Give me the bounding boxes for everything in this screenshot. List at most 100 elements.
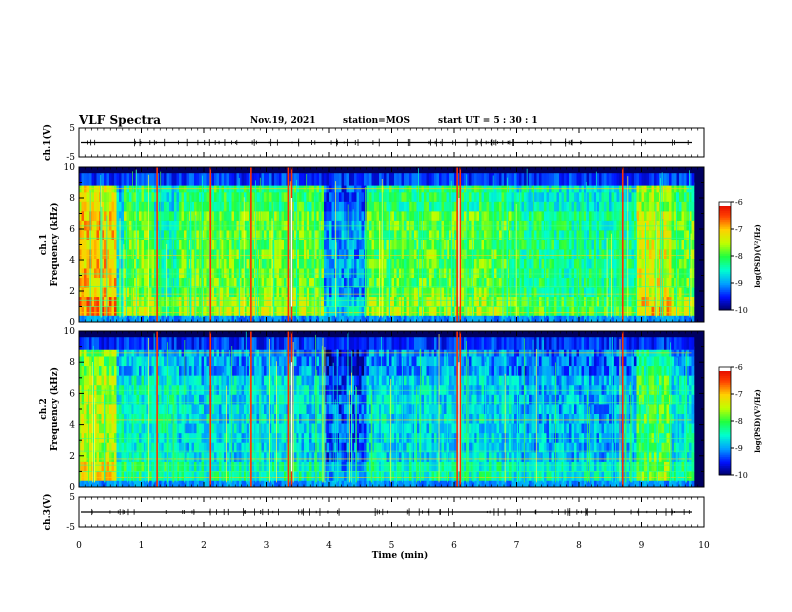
spectrogram-cell bbox=[104, 192, 107, 202]
spectrogram-cell bbox=[244, 258, 247, 269]
spectrogram-cell bbox=[334, 173, 337, 186]
spectrogram-cell bbox=[121, 182, 125, 193]
spectrogram-cell bbox=[91, 337, 95, 350]
spectrogram-cell bbox=[241, 258, 245, 269]
spectrogram-cell bbox=[234, 296, 237, 307]
spectrogram-cell bbox=[204, 173, 207, 186]
spectrogram-cell bbox=[616, 296, 620, 307]
spectrogram-cell bbox=[574, 306, 577, 317]
spectrogram-cell bbox=[366, 268, 370, 279]
spectrogram-cell bbox=[411, 249, 415, 259]
spectrogram-cell bbox=[266, 287, 270, 298]
spectrogram-cell bbox=[416, 211, 420, 221]
spectrogram-cell bbox=[461, 306, 465, 317]
spectrogram-cell bbox=[581, 220, 585, 231]
spectrogram-cell bbox=[146, 249, 150, 259]
spectrogram-cell bbox=[549, 277, 552, 288]
spectrogram-cell bbox=[601, 173, 605, 186]
spectrogram-cell bbox=[561, 306, 565, 317]
spectrogram-cell bbox=[391, 230, 395, 240]
spectrogram-cell bbox=[519, 239, 522, 250]
spectrogram-cell bbox=[424, 277, 427, 288]
spectrogram-cell bbox=[666, 192, 670, 202]
spectrogram-cell bbox=[684, 315, 687, 322]
spectrogram-cell bbox=[429, 306, 432, 317]
spectrogram-cell bbox=[204, 220, 207, 231]
y-axis-label: ch.1(V) bbox=[42, 124, 53, 161]
spectrogram-cell bbox=[449, 277, 452, 288]
spectrogram-cell bbox=[79, 471, 82, 482]
spectrogram-cell bbox=[326, 268, 330, 279]
spectrogram-cell bbox=[384, 296, 387, 307]
spectrogram-cell bbox=[521, 296, 525, 307]
spectrogram-cell bbox=[536, 201, 540, 212]
spectrogram-cell bbox=[396, 258, 400, 269]
spectrogram-cell bbox=[339, 192, 342, 202]
spectrogram-cell bbox=[276, 277, 280, 288]
spectrogram-cell bbox=[596, 268, 600, 279]
spectrogram-cell bbox=[381, 192, 385, 202]
spectrogram-cell bbox=[581, 306, 585, 317]
spectrogram-cell bbox=[351, 315, 355, 322]
spectrogram-cell bbox=[241, 268, 245, 279]
spectrogram-cell bbox=[514, 230, 517, 240]
spectrogram-cell bbox=[466, 220, 470, 231]
spectrogram-cell bbox=[479, 258, 482, 269]
spectrogram-cell bbox=[109, 394, 112, 405]
spectrogram-cell bbox=[651, 306, 655, 317]
spectrogram-cell bbox=[239, 258, 242, 269]
spectrogram-cell bbox=[329, 182, 332, 193]
spectrogram-cell bbox=[211, 258, 215, 269]
spectrogram-cell bbox=[409, 277, 412, 288]
spectrogram-cell bbox=[126, 173, 130, 186]
spectrogram-cell bbox=[366, 306, 370, 317]
spectrogram-cell bbox=[276, 306, 280, 317]
spectrogram-cell bbox=[244, 268, 247, 279]
spectrogram-cell bbox=[309, 249, 312, 259]
spectrogram-cell bbox=[124, 182, 127, 193]
spectrogram-cell bbox=[281, 239, 285, 250]
spectrogram-cell bbox=[276, 268, 280, 279]
spectrogram-cell bbox=[656, 268, 660, 279]
spectrogram-cell bbox=[496, 268, 500, 279]
spectrogram-cell bbox=[551, 211, 555, 221]
spectrogram-cell bbox=[81, 315, 85, 322]
spectrogram-cell bbox=[541, 268, 545, 279]
spectrogram-cell bbox=[111, 356, 115, 367]
spectrogram-cell bbox=[511, 258, 515, 269]
spectrogram-cell bbox=[501, 173, 505, 186]
spectrogram-cell bbox=[329, 296, 332, 307]
spectrogram-cell bbox=[651, 230, 655, 240]
spectrogram-cell bbox=[666, 296, 670, 307]
spectrogram-cell bbox=[81, 258, 85, 269]
spectrogram-cell bbox=[636, 306, 640, 317]
spectrogram-cell bbox=[171, 268, 175, 279]
spectrogram-cell bbox=[144, 277, 147, 288]
spectrogram-cell bbox=[226, 173, 230, 186]
spectrogram-cell bbox=[289, 315, 292, 322]
spectrogram-cell bbox=[104, 315, 107, 322]
spectrogram-cell bbox=[634, 249, 637, 259]
spectrogram-cell bbox=[691, 258, 695, 269]
spectrogram-cell bbox=[161, 239, 165, 250]
spectrogram-cell bbox=[99, 375, 102, 386]
spectrogram-cell bbox=[629, 287, 632, 298]
spectrogram-cell bbox=[551, 268, 555, 279]
spectrogram-cell bbox=[469, 192, 472, 202]
spectrogram-cell bbox=[361, 182, 365, 193]
spectrogram-cell bbox=[79, 452, 82, 462]
spectrogram-cell bbox=[196, 249, 200, 259]
spectrogram-cell bbox=[426, 182, 430, 193]
spectrogram-cell bbox=[604, 201, 607, 212]
spectrogram-cell bbox=[309, 315, 312, 322]
spectrogram-cell bbox=[489, 239, 492, 250]
spectrogram-cell bbox=[191, 211, 195, 221]
spectrogram-cell bbox=[141, 173, 145, 186]
spectrogram-cell bbox=[571, 287, 575, 298]
spectrogram-cell bbox=[274, 201, 277, 212]
spectrogram-cell bbox=[211, 192, 215, 202]
spectrogram-cell bbox=[424, 287, 427, 298]
spectrogram-cell bbox=[381, 287, 385, 298]
spectrogram-cell bbox=[529, 201, 532, 212]
spectrogram-cell bbox=[654, 249, 657, 259]
